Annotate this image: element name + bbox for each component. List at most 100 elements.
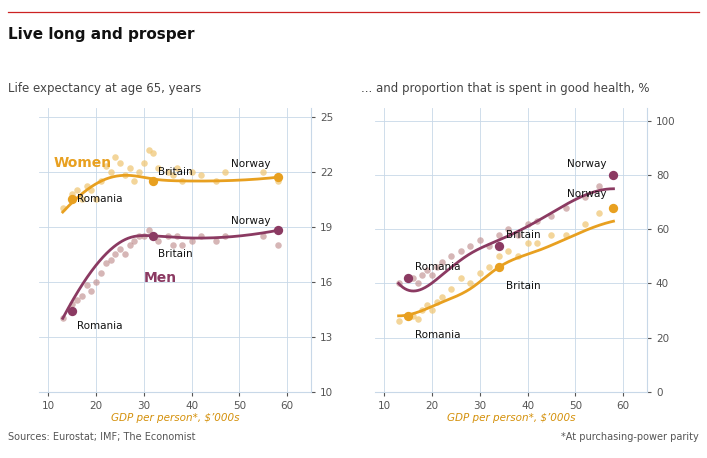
Point <box>402 274 414 282</box>
Point <box>436 293 448 300</box>
Point <box>177 241 188 249</box>
Point <box>402 312 414 320</box>
Point <box>71 186 83 194</box>
Point <box>115 159 126 166</box>
Point <box>608 204 619 211</box>
Point <box>474 269 486 276</box>
Point <box>503 226 514 233</box>
Point <box>153 164 164 172</box>
Point <box>393 280 404 287</box>
Point <box>148 232 159 240</box>
Point <box>421 266 433 273</box>
Point <box>66 190 78 197</box>
Point <box>90 278 102 285</box>
Point <box>393 317 404 325</box>
Text: ... and proportion that is spent in good health, %: ... and proportion that is spent in good… <box>361 82 649 95</box>
Point <box>219 168 230 175</box>
Point <box>560 231 571 239</box>
Point <box>219 232 230 240</box>
Point <box>57 205 69 212</box>
Point <box>71 296 83 304</box>
Text: Norway: Norway <box>231 216 271 226</box>
Point <box>412 280 423 287</box>
Point <box>402 274 414 282</box>
Point <box>484 263 495 271</box>
Point <box>484 242 495 249</box>
Point <box>503 247 514 255</box>
Point <box>139 232 150 240</box>
Point <box>95 269 107 276</box>
Point <box>196 232 207 240</box>
Point <box>421 301 433 309</box>
Point <box>100 163 112 170</box>
Point <box>513 253 524 260</box>
Point <box>134 168 145 175</box>
Point <box>431 263 443 271</box>
Text: Romania: Romania <box>77 321 122 331</box>
Point <box>436 258 448 266</box>
Point <box>90 196 102 203</box>
Point <box>129 238 140 245</box>
Text: Britain: Britain <box>158 167 193 177</box>
Point <box>210 177 221 185</box>
Point <box>426 307 438 314</box>
Point <box>76 293 88 300</box>
Point <box>407 274 419 282</box>
Point <box>177 177 188 185</box>
Point <box>124 164 135 172</box>
Text: Romania: Romania <box>415 262 461 272</box>
Point <box>445 285 457 293</box>
Text: Britain: Britain <box>158 249 193 259</box>
Text: Men: Men <box>144 271 177 285</box>
Point <box>579 193 590 201</box>
Point <box>412 315 423 322</box>
Text: Life expectancy at age 65, years: Life expectancy at age 65, years <box>8 82 201 95</box>
Point <box>167 172 178 179</box>
Text: *At purchasing-power parity: *At purchasing-power parity <box>561 432 699 442</box>
Point <box>426 272 438 279</box>
Point <box>86 287 97 294</box>
Point <box>417 307 428 314</box>
Point <box>608 172 619 179</box>
Point <box>119 172 131 179</box>
Point <box>445 253 457 260</box>
Point <box>57 315 69 322</box>
Point <box>272 174 284 181</box>
Point <box>272 241 284 249</box>
Point <box>493 263 505 271</box>
Point <box>608 204 619 211</box>
Text: Norway: Norway <box>567 159 607 169</box>
Point <box>134 232 145 240</box>
Point <box>593 209 604 217</box>
Point <box>431 299 443 306</box>
Point <box>153 238 164 245</box>
Point <box>532 218 543 225</box>
Text: Live long and prosper: Live long and prosper <box>8 27 195 43</box>
Text: Romania: Romania <box>77 194 122 204</box>
Text: Norway: Norway <box>567 189 607 199</box>
Point <box>162 168 173 175</box>
Text: Norway: Norway <box>231 159 271 169</box>
X-axis label: GDP per person*, $’000s: GDP per person*, $’000s <box>447 414 575 423</box>
Point <box>167 241 178 249</box>
Point <box>593 182 604 190</box>
Point <box>105 256 116 263</box>
Point <box>148 177 159 185</box>
Point <box>76 196 88 203</box>
Point <box>402 312 414 320</box>
Point <box>105 168 116 175</box>
Point <box>95 177 107 185</box>
Point <box>66 307 78 315</box>
Point <box>464 242 476 249</box>
Point <box>143 227 154 234</box>
Point <box>464 280 476 287</box>
Point <box>186 238 197 245</box>
Point <box>210 238 221 245</box>
Point <box>257 168 269 175</box>
Point <box>608 172 619 179</box>
Point <box>272 177 284 185</box>
Point <box>81 183 93 190</box>
Point <box>172 232 183 240</box>
Point <box>546 231 557 239</box>
Point <box>455 274 467 282</box>
